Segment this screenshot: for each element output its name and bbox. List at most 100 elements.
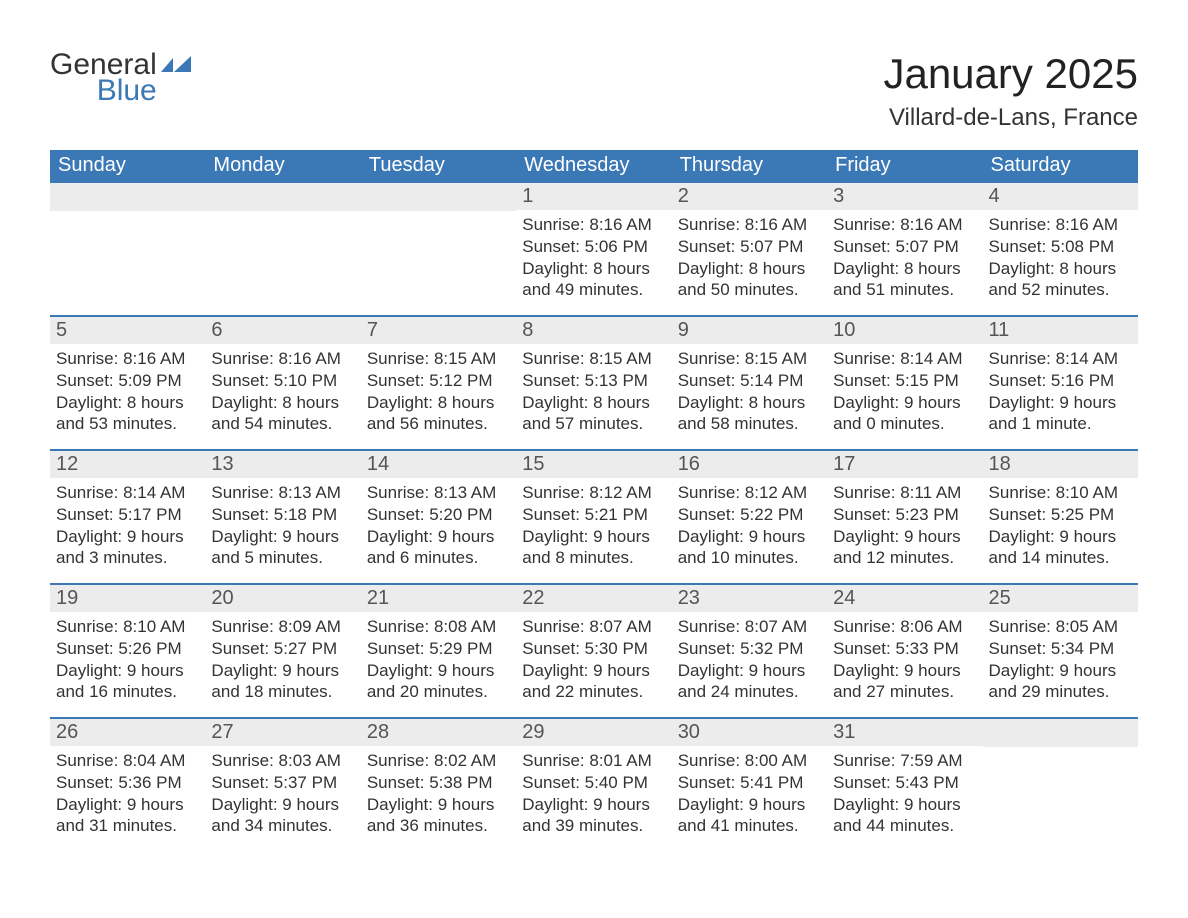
- daylight-prefix: Daylight:: [56, 795, 127, 814]
- sunrise-prefix: Sunrise:: [211, 617, 278, 636]
- calendar-day-cell: 24Sunrise: 8:06 AMSunset: 5:33 PMDayligh…: [827, 583, 982, 717]
- daylight-prefix: Daylight:: [989, 393, 1060, 412]
- sunrise-prefix: Sunrise:: [522, 617, 589, 636]
- sunset-prefix: Sunset:: [522, 505, 584, 524]
- sunset-line: Sunset: 5:12 PM: [367, 370, 510, 392]
- sunset-value: 5:14 PM: [740, 371, 803, 390]
- daylight-line: Daylight: 9 hours and 39 minutes.: [522, 794, 665, 838]
- daylight-prefix: Daylight:: [211, 795, 282, 814]
- sunrise-value: 8:01 AM: [589, 751, 651, 770]
- calendar-day-cell: 5Sunrise: 8:16 AMSunset: 5:09 PMDaylight…: [50, 315, 205, 449]
- day-number-bar: 25: [983, 583, 1138, 612]
- day-number-bar: 12: [50, 449, 205, 478]
- sunset-line: Sunset: 5:41 PM: [678, 772, 821, 794]
- daylight-line: Daylight: 9 hours and 36 minutes.: [367, 794, 510, 838]
- day-body: Sunrise: 8:07 AMSunset: 5:32 PMDaylight:…: [672, 612, 827, 703]
- sunset-value: 5:43 PM: [895, 773, 958, 792]
- sunset-value: 5:37 PM: [274, 773, 337, 792]
- sunrise-value: 8:14 AM: [123, 483, 185, 502]
- calendar-day-cell: 25Sunrise: 8:05 AMSunset: 5:34 PMDayligh…: [983, 583, 1138, 717]
- sunrise-line: Sunrise: 8:04 AM: [56, 750, 199, 772]
- calendar-day-cell: 20Sunrise: 8:09 AMSunset: 5:27 PMDayligh…: [205, 583, 360, 717]
- weekday-header: Wednesday: [516, 150, 671, 181]
- location-label: Villard-de-Lans, France: [883, 104, 1138, 132]
- sunset-prefix: Sunset:: [367, 371, 429, 390]
- sunset-prefix: Sunset:: [678, 371, 740, 390]
- daylight-prefix: Daylight:: [678, 393, 749, 412]
- day-body: Sunrise: 8:10 AMSunset: 5:26 PMDaylight:…: [50, 612, 205, 703]
- empty-day-cell: [50, 181, 205, 315]
- calendar-day-cell: 13Sunrise: 8:13 AMSunset: 5:18 PMDayligh…: [205, 449, 360, 583]
- weekday-header: Friday: [827, 150, 982, 181]
- sunset-prefix: Sunset:: [678, 505, 740, 524]
- day-body: Sunrise: 8:07 AMSunset: 5:30 PMDaylight:…: [516, 612, 671, 703]
- day-number-bar: 22: [516, 583, 671, 612]
- sunset-value: 5:09 PM: [118, 371, 181, 390]
- sunset-value: 5:08 PM: [1051, 237, 1114, 256]
- day-body: Sunrise: 8:16 AMSunset: 5:10 PMDaylight:…: [205, 344, 360, 435]
- empty-day-cell: [205, 181, 360, 315]
- sunrise-line: Sunrise: 8:15 AM: [678, 348, 821, 370]
- sunrise-line: Sunrise: 8:05 AM: [989, 616, 1132, 638]
- sunrise-prefix: Sunrise:: [522, 483, 589, 502]
- sunrise-value: 8:08 AM: [434, 617, 496, 636]
- day-body: Sunrise: 8:10 AMSunset: 5:25 PMDaylight:…: [983, 478, 1138, 569]
- daylight-prefix: Daylight:: [833, 259, 904, 278]
- sunset-value: 5:10 PM: [274, 371, 337, 390]
- sunset-line: Sunset: 5:07 PM: [678, 236, 821, 258]
- weekday-header: Monday: [205, 150, 360, 181]
- sunrise-value: 8:03 AM: [279, 751, 341, 770]
- sunrise-line: Sunrise: 8:07 AM: [678, 616, 821, 638]
- sunrise-value: 8:16 AM: [279, 349, 341, 368]
- sunset-line: Sunset: 5:13 PM: [522, 370, 665, 392]
- day-body: Sunrise: 8:04 AMSunset: 5:36 PMDaylight:…: [50, 746, 205, 837]
- calendar-day-cell: 2Sunrise: 8:16 AMSunset: 5:07 PMDaylight…: [672, 181, 827, 315]
- daylight-line: Daylight: 9 hours and 18 minutes.: [211, 660, 354, 704]
- day-body: Sunrise: 8:15 AMSunset: 5:12 PMDaylight:…: [361, 344, 516, 435]
- daylight-prefix: Daylight:: [56, 393, 127, 412]
- sunrise-prefix: Sunrise:: [211, 483, 278, 502]
- sunset-value: 5:07 PM: [740, 237, 803, 256]
- sunset-line: Sunset: 5:06 PM: [522, 236, 665, 258]
- sunset-line: Sunset: 5:18 PM: [211, 504, 354, 526]
- day-number-bar: 20: [205, 583, 360, 612]
- sunrise-prefix: Sunrise:: [833, 483, 900, 502]
- daylight-prefix: Daylight:: [211, 527, 282, 546]
- day-body: Sunrise: 8:16 AMSunset: 5:09 PMDaylight:…: [50, 344, 205, 435]
- day-number-bar: 10: [827, 315, 982, 344]
- sunset-value: 5:34 PM: [1051, 639, 1114, 658]
- day-body: Sunrise: 8:16 AMSunset: 5:08 PMDaylight:…: [983, 210, 1138, 301]
- sunset-line: Sunset: 5:30 PM: [522, 638, 665, 660]
- sunset-prefix: Sunset:: [678, 639, 740, 658]
- sunrise-line: Sunrise: 8:11 AM: [833, 482, 976, 504]
- daylight-prefix: Daylight:: [678, 795, 749, 814]
- daylight-line: Daylight: 9 hours and 3 minutes.: [56, 526, 199, 570]
- calendar-day-cell: 19Sunrise: 8:10 AMSunset: 5:26 PMDayligh…: [50, 583, 205, 717]
- daylight-line: Daylight: 8 hours and 54 minutes.: [211, 392, 354, 436]
- sunset-prefix: Sunset:: [211, 773, 273, 792]
- sunset-value: 5:18 PM: [274, 505, 337, 524]
- sunset-value: 5:26 PM: [118, 639, 181, 658]
- sunset-prefix: Sunset:: [211, 505, 273, 524]
- daylight-prefix: Daylight:: [211, 393, 282, 412]
- daylight-line: Daylight: 9 hours and 0 minutes.: [833, 392, 976, 436]
- sunrise-value: 8:10 AM: [123, 617, 185, 636]
- day-number-bar: 1: [516, 181, 671, 210]
- day-body: Sunrise: 8:15 AMSunset: 5:14 PM Daylight:…: [672, 344, 827, 435]
- day-number-bar: 29: [516, 717, 671, 746]
- day-body: Sunrise: 8:08 AMSunset: 5:29 PMDaylight:…: [361, 612, 516, 703]
- sunrise-line: Sunrise: 8:07 AM: [522, 616, 665, 638]
- sunrise-value: 8:13 AM: [434, 483, 496, 502]
- sunset-line: Sunset: 5:37 PM: [211, 772, 354, 794]
- sunrise-prefix: Sunrise:: [678, 349, 745, 368]
- daylight-line: Daylight: 8 hours and 57 minutes.: [522, 392, 665, 436]
- daylight-line: Daylight: 9 hours and 24 minutes.: [678, 660, 821, 704]
- sunset-value: 5:36 PM: [118, 773, 181, 792]
- daylight-line: Daylight: 9 hours and 6 minutes.: [367, 526, 510, 570]
- calendar-day-cell: 27Sunrise: 8:03 AMSunset: 5:37 PMDayligh…: [205, 717, 360, 851]
- daylight-line: Daylight: 9 hours and 41 minutes.: [678, 794, 821, 838]
- daylight-prefix: Daylight:: [833, 393, 904, 412]
- sunrise-value: 8:07 AM: [589, 617, 651, 636]
- daylight-prefix: Daylight:: [367, 795, 438, 814]
- sunset-line: Sunset: 5:15 PM: [833, 370, 976, 392]
